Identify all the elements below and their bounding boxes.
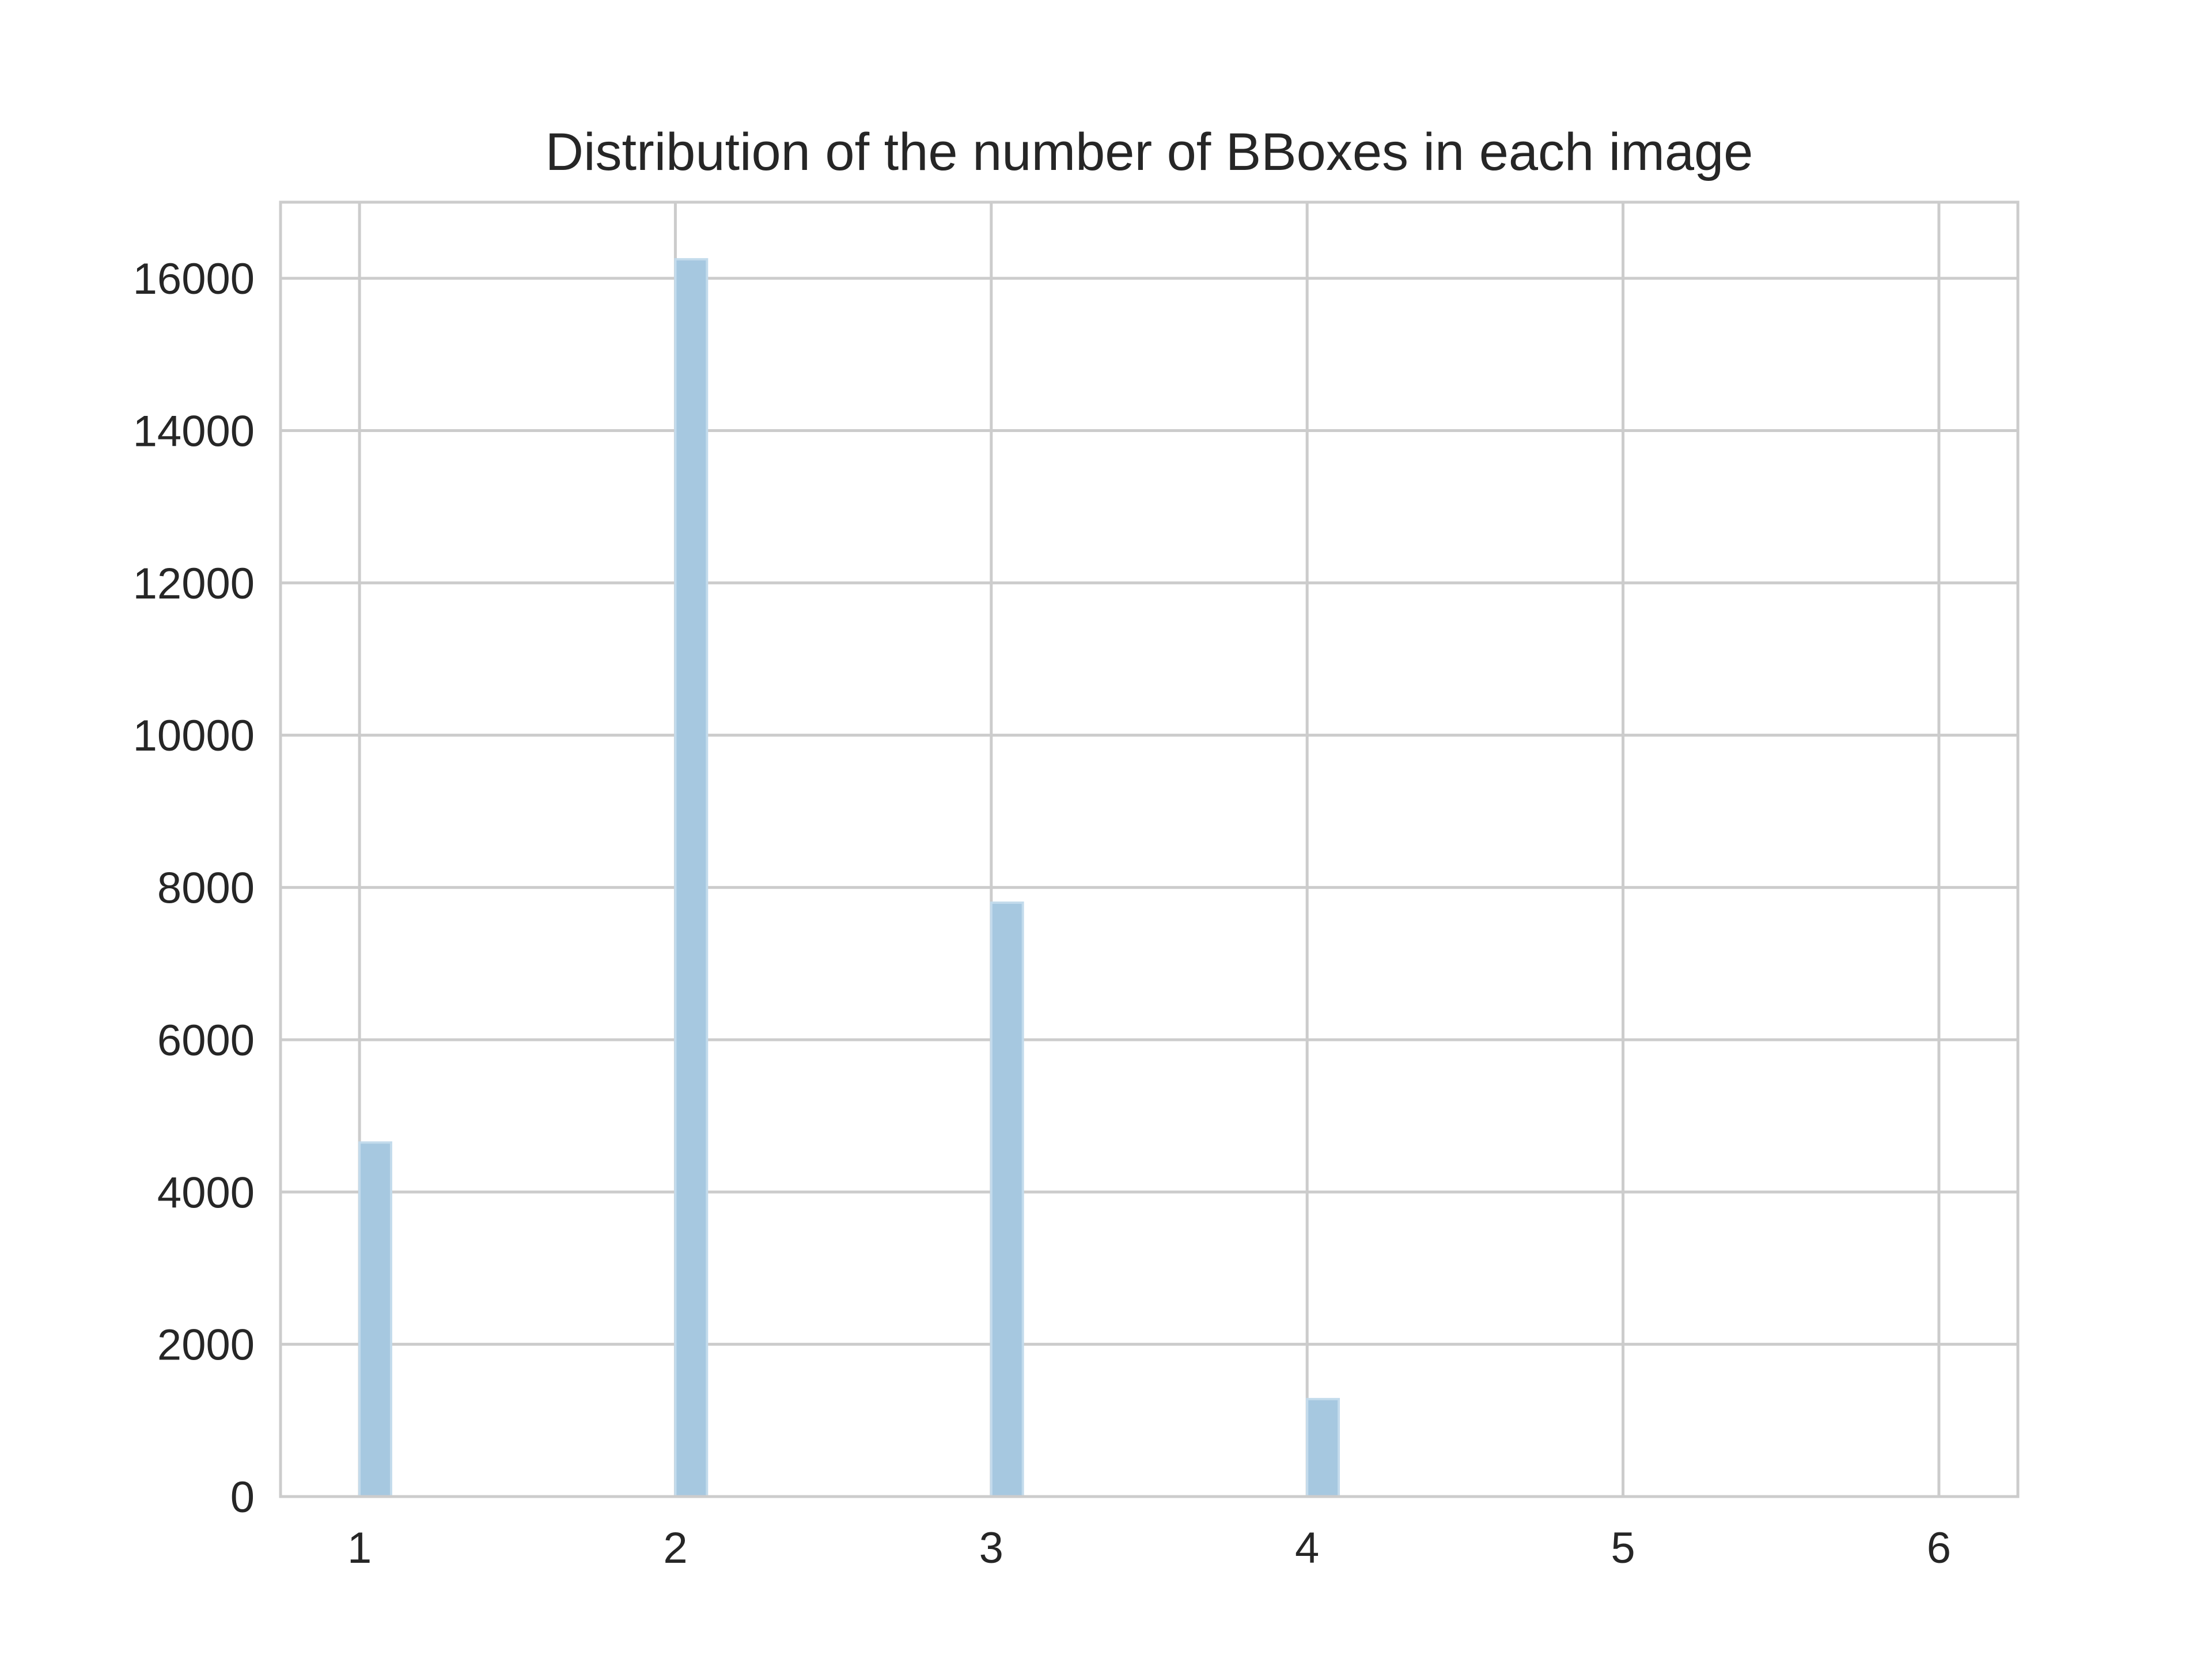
y-tick-label: 16000 xyxy=(133,255,255,304)
grid-lines xyxy=(281,202,2018,1498)
y-tick-label: 6000 xyxy=(157,1016,255,1065)
y-tick-label: 10000 xyxy=(133,711,255,760)
y-tick-label: 2000 xyxy=(157,1321,255,1370)
histogram-bar-2 xyxy=(674,258,709,1498)
y-tick-label: 8000 xyxy=(157,864,255,913)
x-tick-labels: 1 2 3 4 5 6 xyxy=(347,1524,1951,1573)
y-tick-labels: 0 2000 4000 6000 8000 10000 12000 14000 16000 xyxy=(133,255,255,1522)
y-tick-label: 0 xyxy=(230,1473,255,1522)
x-tick-label: 4 xyxy=(1295,1524,1319,1573)
y-tick-label: 12000 xyxy=(133,559,255,608)
y-tick-label: 4000 xyxy=(157,1168,255,1217)
histogram-bar-1 xyxy=(358,1141,392,1498)
y-tick-label: 14000 xyxy=(133,407,255,456)
histogram-bar-4 xyxy=(1306,1397,1340,1498)
x-tick-label: 1 xyxy=(347,1524,372,1573)
plot-frame xyxy=(279,200,2020,1498)
x-tick-label: 2 xyxy=(663,1524,687,1573)
bars xyxy=(358,258,1340,1498)
histogram-bar-3 xyxy=(990,902,1024,1498)
x-tick-label: 3 xyxy=(979,1524,1003,1573)
x-tick-label: 5 xyxy=(1611,1524,1635,1573)
chart-title: Distribution of the number of BBoxes in … xyxy=(546,123,1753,181)
x-tick-label: 6 xyxy=(1927,1524,1951,1573)
